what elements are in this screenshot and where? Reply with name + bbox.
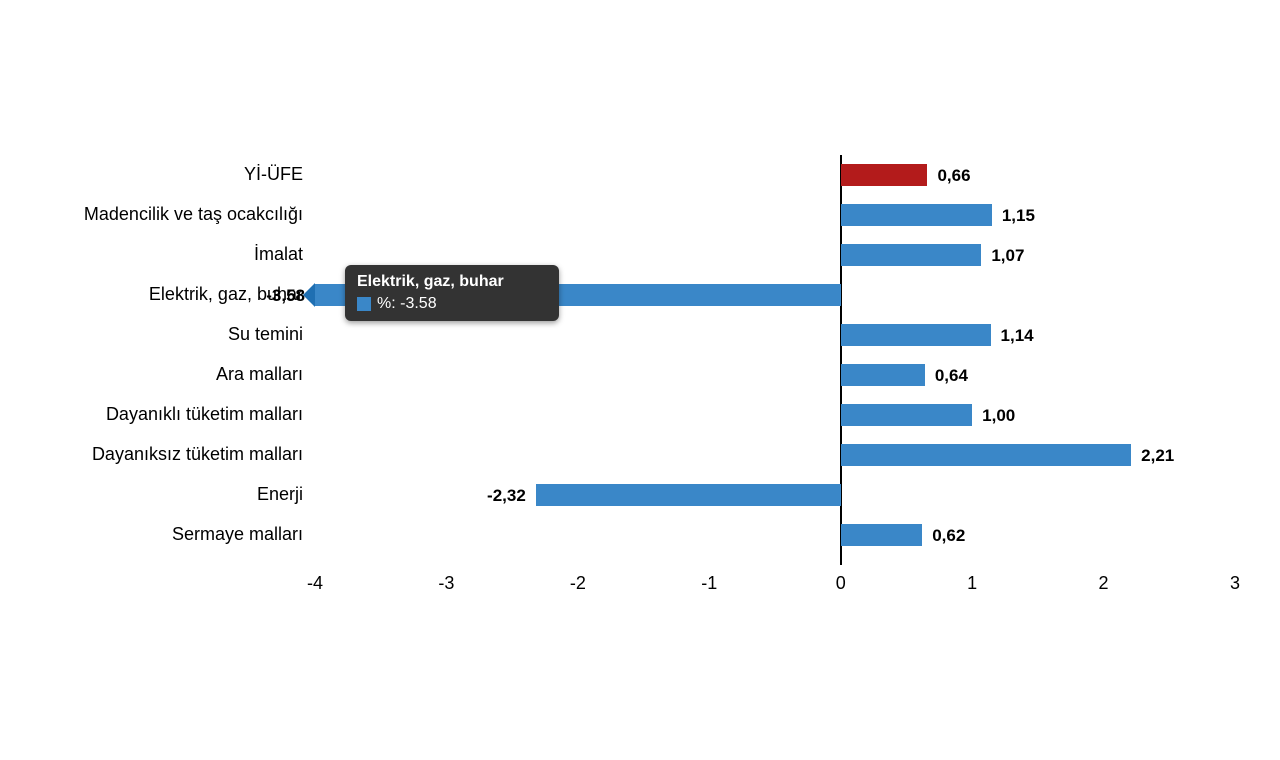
category-label: Enerji	[257, 484, 303, 505]
x-axis-tick: -4	[295, 573, 335, 594]
ppi-bar-chart: Yİ-ÜFE 0,66 Madencilik ve taş ocakcılığı 1,…	[0, 0, 1280, 760]
category-label: Yİ-ÜFE	[244, 164, 303, 185]
category-label: Ara malları	[216, 364, 303, 385]
bar-value-label: 1,00	[982, 406, 1015, 426]
x-axis-tick: 3	[1215, 573, 1255, 594]
category-label: İmalat	[254, 244, 303, 265]
x-axis-tick: 2	[1084, 573, 1124, 594]
plot-area: Yİ-ÜFE0,66Madencilik ve taş ocakcılığı1,…	[315, 155, 1235, 575]
bar-value-label: 0,64	[935, 366, 968, 386]
bar[interactable]	[841, 364, 925, 386]
bar[interactable]	[841, 324, 991, 346]
bar[interactable]	[841, 404, 972, 426]
bar-value-label: -2,32	[487, 486, 526, 506]
category-label: Su temini	[228, 324, 303, 345]
bar-value-label: 2,21	[1141, 446, 1174, 466]
x-axis-tick: -2	[558, 573, 598, 594]
x-axis-tick: -1	[689, 573, 729, 594]
category-label: Sermaye malları	[172, 524, 303, 545]
x-axis-tick: 1	[952, 573, 992, 594]
bar[interactable]	[536, 484, 841, 506]
bar-value-label: 0,66	[937, 166, 970, 186]
bar-value-label: 0,62	[932, 526, 965, 546]
bar[interactable]	[315, 284, 841, 306]
bar[interactable]	[841, 244, 982, 266]
bar[interactable]	[841, 204, 992, 226]
category-label: Dayanıksız tüketim malları	[92, 444, 303, 465]
category-label: Dayanıklı tüketim malları	[106, 404, 303, 425]
bar-value-label: 1,07	[991, 246, 1024, 266]
bar[interactable]	[841, 164, 928, 186]
x-axis-tick: 0	[821, 573, 861, 594]
x-axis-tick: -3	[426, 573, 466, 594]
bar-value-label: 1,14	[1001, 326, 1034, 346]
bar-value-label: 1,15	[1002, 206, 1035, 226]
bar[interactable]	[841, 444, 1131, 466]
bar[interactable]	[841, 524, 922, 546]
bar-value-label: -3,58	[266, 286, 305, 306]
category-label: Madencilik ve taş ocakcılığı	[84, 204, 303, 225]
